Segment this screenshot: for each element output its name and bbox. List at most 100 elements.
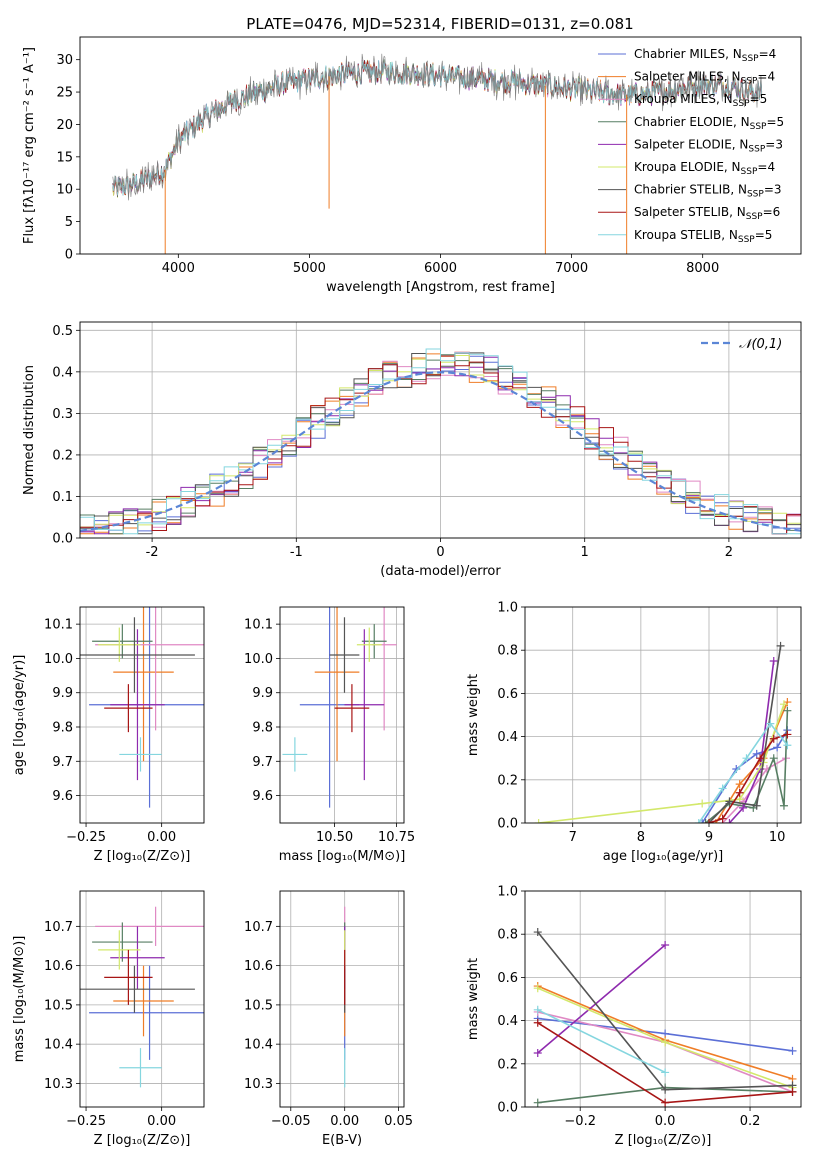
weight-marker-salpeter_elodie <box>533 1049 542 1057</box>
legend-sup: =3 <box>764 183 782 197</box>
weight-marker-kroupa_stelib <box>718 784 727 793</box>
x-tick-label: 8 <box>637 830 645 845</box>
y-tick-label: 10.6 <box>244 959 273 974</box>
weight-line-kroupa_stelib <box>537 1009 666 1074</box>
weight-marker-kroupa_stelib <box>766 719 775 728</box>
y-tick-label: 0.4 <box>52 365 73 380</box>
legend-name: Salpeter ELODIE, N <box>634 137 748 151</box>
x-tick-label: 9 <box>705 830 713 845</box>
x-tick-label: −0.05 <box>271 1114 311 1129</box>
y-tick-label: 0.0 <box>497 817 518 832</box>
x-tick-label: −0.2 <box>564 1114 596 1129</box>
axes-frame <box>79 890 205 1108</box>
weight-marker-kroupa_elodie <box>698 799 707 808</box>
weight-marker-kroupa_stelib <box>533 1005 542 1014</box>
legend-label-chabrier_miles: Chabrier MILES, NSSP=4 <box>634 47 776 64</box>
panel-weight_vs_Z: −0.2 0.0 0.2 0.0 0.2 0.4 0.6 0.8 1.0 Z [log₁₀(Z/Z… <box>466 885 802 1148</box>
weight-marker-salpeter_elodie <box>769 657 778 665</box>
y-tick-label: 10.1 <box>44 618 73 633</box>
y-tick-label: 0.6 <box>497 971 518 986</box>
weight-marker-kroupa_stelib <box>694 819 703 823</box>
x-tick-label: 10 <box>769 830 786 845</box>
y-tick-label: 10.3 <box>44 1077 73 1092</box>
y-axis-label: Normed distribution <box>22 365 37 495</box>
axes-frame <box>524 606 802 824</box>
x-tick-label: −0.25 <box>66 830 106 845</box>
y-axis-label: age [log₁₀(age/yr)] <box>12 655 27 776</box>
y-tick-label: 1.0 <box>497 885 518 900</box>
y-tick-label: 0.5 <box>52 324 73 339</box>
y-tick-label: 9.6 <box>52 789 73 804</box>
y-tick-label: 0.1 <box>52 490 73 505</box>
weight-line-chabrier_elodie <box>705 710 789 823</box>
legend-label-salpeter_elodie: Salpeter ELODIE, NSSP=3 <box>634 137 783 154</box>
x-tick-label: 0 <box>436 545 444 560</box>
observed-spectrum-line <box>112 53 762 201</box>
plot-area-age_vs_mass <box>282 607 397 808</box>
weight-marker-chabrier_elodie <box>783 706 792 715</box>
y-tick-label: 10.4 <box>244 1038 273 1053</box>
spectrum-title: PLATE=0476, MJD=52314, FIBERID=0131, z=0… <box>246 15 633 33</box>
y-tick-label: 5 <box>65 215 73 230</box>
y-tick-label: 9.7 <box>52 755 73 770</box>
panel-age_vs_Z: −0.25 0.00 9.6 9.7 9.8 9.9 10.0 10.1 Z [log₁₀(Z/… <box>12 606 205 864</box>
weight-marker-salpeter_miles <box>735 780 744 789</box>
axes-frame <box>79 606 205 824</box>
x-tick-label: 0.2 <box>740 1114 761 1129</box>
y-tick-label: 10.1 <box>244 618 273 633</box>
weight-line-salpeter_elodie <box>728 660 775 823</box>
x-tick-label: 0.05 <box>384 1114 413 1129</box>
legend-sup: =4 <box>757 160 775 174</box>
y-tick-label: 0.4 <box>497 730 518 745</box>
x-tick-label: 10.50 <box>316 830 353 845</box>
x-axis-label: Z [log₁₀(Z/Z⊙)] <box>94 849 191 864</box>
plot-area-residuals <box>80 348 801 538</box>
weight-line-salpeter_stelib <box>708 733 788 823</box>
weight-marker-salpeter_stelib <box>661 1098 670 1107</box>
normal-curve <box>80 371 801 532</box>
legend-name: Kroupa ELODIE, N <box>634 160 741 174</box>
legend-sup: =6 <box>763 205 781 219</box>
x-tick-label: 8000 <box>686 261 719 276</box>
y-tick-label: 10.0 <box>244 652 273 667</box>
x-tick-label: 7000 <box>555 261 588 276</box>
legend-name: Salpeter STELIB, N <box>634 205 746 219</box>
panel-spectrum: 4000 5000 6000 7000 8000 0 5 10 15 20 25 30 waveleng… <box>22 36 802 295</box>
weight-marker-chabrier_miles <box>788 1046 797 1055</box>
x-axis-label: (data-model)/error <box>380 564 501 579</box>
legend-label-chabrier_elodie: Chabrier ELODIE, NSSP=5 <box>634 115 784 132</box>
y-tick-label: 15 <box>56 150 73 165</box>
y-axis-label: mass weight <box>466 674 481 756</box>
legend-name: Chabrier MILES, N <box>634 47 742 61</box>
axes-frame <box>79 36 802 255</box>
y-tick-label: 10.6 <box>44 959 73 974</box>
legend-sup: =4 <box>759 47 777 61</box>
y-tick-label: 9.7 <box>252 755 273 770</box>
weight-line-chabrier_miles <box>701 729 789 823</box>
legend-name: Kroupa MILES, N <box>634 92 733 106</box>
weight-marker-chabrier_elodie <box>769 754 778 763</box>
plot-area-weight_vs_age <box>534 641 792 823</box>
x-axis-label: mass [log₁₀(M/M⊙)] <box>279 849 406 864</box>
legend-sup: =4 <box>757 70 775 84</box>
axes-frame <box>524 890 802 1108</box>
weight-marker-salpeter_elodie <box>739 803 748 812</box>
legend-name: Salpeter MILES, N <box>634 70 741 84</box>
y-tick-label: 10.7 <box>244 920 273 935</box>
x-tick-label: 5000 <box>293 261 326 276</box>
x-axis-label: age [log₁₀(age/yr)] <box>603 849 724 864</box>
x-tick-label: 6000 <box>424 261 457 276</box>
weight-marker-kroupa_elodie <box>661 1038 670 1047</box>
normal-legend-label: 𝒩(0,1) <box>739 337 782 352</box>
x-tick-label: 0.00 <box>147 1114 176 1129</box>
weight-marker-chabrier_stelib <box>752 801 761 810</box>
panel-residuals: -2 -1 0 1 2 0.0 0.1 0.2 0.3 0.4 0.5 (data-model)/er… <box>22 321 802 579</box>
plot-area-spectrum <box>112 53 763 254</box>
x-tick-label: 0.00 <box>330 1114 359 1129</box>
y-tick-label: 0.6 <box>497 687 518 702</box>
weight-line-kroupa_elodie <box>538 703 785 823</box>
weight-marker-salpeter_stelib <box>735 788 744 797</box>
weight-marker-kroupa_elodie <box>534 819 543 823</box>
y-tick-label: 9.6 <box>252 789 273 804</box>
weight-marker-chabrier_miles <box>698 819 707 823</box>
